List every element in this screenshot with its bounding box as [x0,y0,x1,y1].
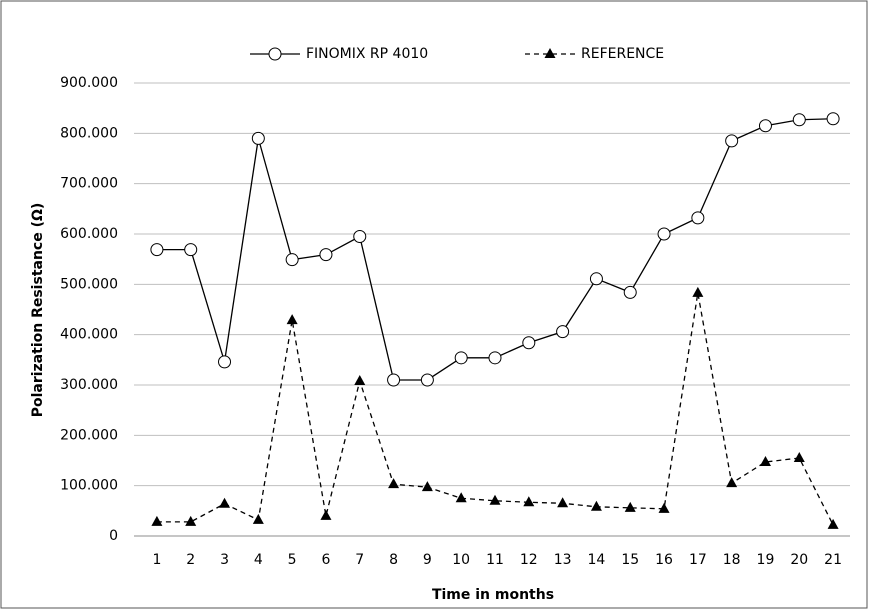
marker [454,351,468,365]
marker [590,500,602,511]
marker [556,325,570,339]
marker [388,478,400,489]
marker [557,497,569,508]
marker [252,513,264,524]
marker [691,211,705,225]
y-axis-title: Polarization Resistance (Ω) [30,203,46,418]
marker [285,253,299,267]
marker [658,502,670,513]
marker [657,227,671,241]
marker [827,518,839,529]
x-tick-label: 2 [186,552,195,568]
marker [726,477,738,488]
marker [589,272,603,286]
y-tick-label: 400.000 [60,327,118,343]
y-tick-label: 500.000 [60,276,118,292]
y-tick-label: 100.000 [60,478,118,494]
marker [218,355,232,369]
y-tick-label: 700.000 [60,176,118,192]
marker [623,285,637,299]
marker [759,456,771,467]
y-tick-label: 200.000 [60,427,118,443]
x-tick-label: 1 [152,552,161,568]
marker [455,492,467,503]
marker [286,314,298,325]
marker [826,112,840,126]
x-axis-title: Time in months [432,587,554,603]
y-tick-label: 300.000 [60,377,118,393]
marker [522,336,536,350]
legend-marker [268,47,282,61]
series-line [156,292,834,526]
marker [792,113,806,127]
x-tick-label: 20 [790,552,808,568]
marker [624,501,636,512]
legend-marker [544,48,556,58]
x-tick-label: 6 [321,552,330,568]
y-tick-label: 800.000 [60,125,118,141]
x-tick-label: 8 [389,552,398,568]
x-tick-label: 16 [655,552,673,568]
x-tick-label: 14 [588,552,606,568]
x-tick-label: 10 [452,552,470,568]
marker [151,515,163,526]
marker [185,515,197,526]
x-tick-label: 3 [220,552,229,568]
x-tick-label: 9 [423,552,432,568]
legend-label: REFERENCE [581,46,664,62]
x-tick-label: 5 [288,552,297,568]
marker [523,496,535,507]
marker [150,243,164,257]
x-tick-label: 15 [621,552,639,568]
x-tick-label: 17 [689,552,707,568]
x-tick-label: 18 [723,552,741,568]
x-tick-label: 21 [824,552,842,568]
marker [353,230,367,244]
marker [488,351,502,365]
x-tick-label: 13 [554,552,572,568]
marker [421,481,433,492]
marker [184,243,198,257]
marker [725,134,739,148]
y-tick-label: 900.000 [60,75,118,91]
x-tick-label: 11 [486,552,504,568]
y-tick-label: 0 [109,528,118,544]
x-tick-label: 19 [757,552,775,568]
marker [692,286,704,297]
marker [387,373,401,387]
marker [793,451,805,462]
marker [420,373,434,387]
marker [319,248,333,262]
marker [219,497,231,508]
legend-label: FINOMIX RP 4010 [306,46,428,62]
x-tick-label: 7 [355,552,364,568]
marker [320,509,332,520]
marker [251,131,265,145]
y-tick-label: 600.000 [60,226,118,242]
marker [354,374,366,385]
x-tick-label: 12 [520,552,538,568]
x-tick-label: 4 [254,552,263,568]
marker [489,494,501,505]
marker [758,119,772,133]
